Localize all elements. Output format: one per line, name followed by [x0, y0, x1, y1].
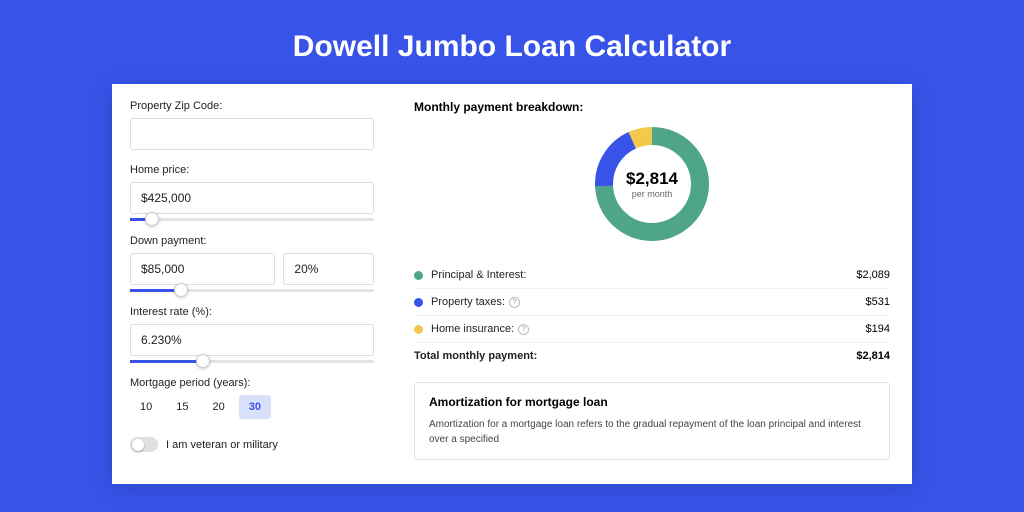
down-payment-pct-input[interactable] — [283, 253, 374, 285]
legend-row: Home insurance:?$194 — [414, 316, 890, 343]
legend-label: Principal & Interest: — [431, 269, 856, 281]
page-title: Dowell Jumbo Loan Calculator — [0, 0, 1024, 84]
legend-dot — [414, 325, 423, 334]
legend-total-label: Total monthly payment: — [414, 350, 856, 362]
period-btn-15[interactable]: 15 — [166, 395, 198, 419]
donut-sublabel: per month — [626, 189, 678, 199]
veteran-label: I am veteran or military — [166, 439, 278, 451]
donut-amount: $2,814 — [626, 169, 678, 189]
amortization-title: Amortization for mortgage loan — [429, 395, 875, 409]
legend-label: Home insurance:? — [431, 323, 866, 335]
amortization-box: Amortization for mortgage loan Amortizat… — [414, 382, 890, 460]
period-btn-20[interactable]: 20 — [203, 395, 235, 419]
down-payment-amount-input[interactable] — [130, 253, 275, 285]
legend-dot — [414, 271, 423, 280]
legend-label: Property taxes:? — [431, 296, 866, 308]
zip-input[interactable] — [130, 118, 374, 150]
input-panel: Property Zip Code: Home price: Down paym… — [112, 84, 392, 484]
legend-total-value: $2,814 — [856, 350, 890, 362]
legend-value: $531 — [866, 296, 890, 308]
legend-value: $194 — [866, 323, 890, 335]
breakdown-panel: Monthly payment breakdown: $2,814 per mo… — [392, 84, 912, 484]
home-price-label: Home price: — [130, 164, 374, 176]
period-btn-30[interactable]: 30 — [239, 395, 271, 419]
down-payment-slider[interactable] — [130, 289, 374, 292]
legend-row: Principal & Interest:$2,089 — [414, 262, 890, 289]
info-icon[interactable]: ? — [509, 297, 520, 308]
period-label: Mortgage period (years): — [130, 377, 374, 389]
calculator-card: Property Zip Code: Home price: Down paym… — [112, 84, 912, 484]
legend-dot — [414, 298, 423, 307]
legend-row: Property taxes:?$531 — [414, 289, 890, 316]
info-icon[interactable]: ? — [518, 324, 529, 335]
veteran-toggle[interactable] — [130, 437, 158, 452]
down-payment-label: Down payment: — [130, 235, 374, 247]
interest-input[interactable] — [130, 324, 374, 356]
legend-total-row: Total monthly payment: $2,814 — [414, 343, 890, 376]
home-price-slider[interactable] — [130, 218, 374, 221]
period-button-group: 10 15 20 30 — [130, 395, 374, 419]
amortization-text: Amortization for a mortgage loan refers … — [429, 417, 875, 447]
zip-label: Property Zip Code: — [130, 100, 374, 112]
interest-slider[interactable] — [130, 360, 374, 363]
home-price-input[interactable] — [130, 182, 374, 214]
breakdown-title: Monthly payment breakdown: — [414, 100, 890, 114]
veteran-row: I am veteran or military — [130, 437, 374, 452]
period-btn-10[interactable]: 10 — [130, 395, 162, 419]
interest-label: Interest rate (%): — [130, 306, 374, 318]
legend-value: $2,089 — [856, 269, 890, 281]
donut-chart: $2,814 per month — [414, 124, 890, 244]
